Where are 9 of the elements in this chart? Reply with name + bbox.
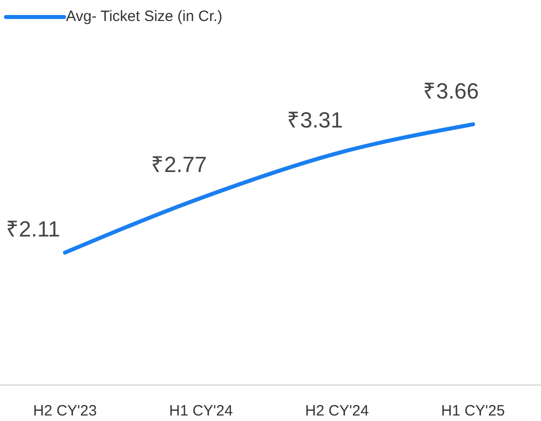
x-tick-label: H1 CY'25 <box>441 402 505 420</box>
data-label: ₹2.11 <box>6 216 60 242</box>
data-label: ₹2.77 <box>151 152 207 177</box>
x-tick-label: H1 CY'24 <box>169 402 233 420</box>
x-tick-label: H2 CY'24 <box>305 402 369 420</box>
legend-label: Avg- Ticket Size (in Cr.) <box>66 8 222 25</box>
x-tick-label: H2 CY'23 <box>33 402 97 420</box>
data-label: ₹3.66 <box>423 78 479 104</box>
data-label: ₹3.31 <box>287 107 343 132</box>
